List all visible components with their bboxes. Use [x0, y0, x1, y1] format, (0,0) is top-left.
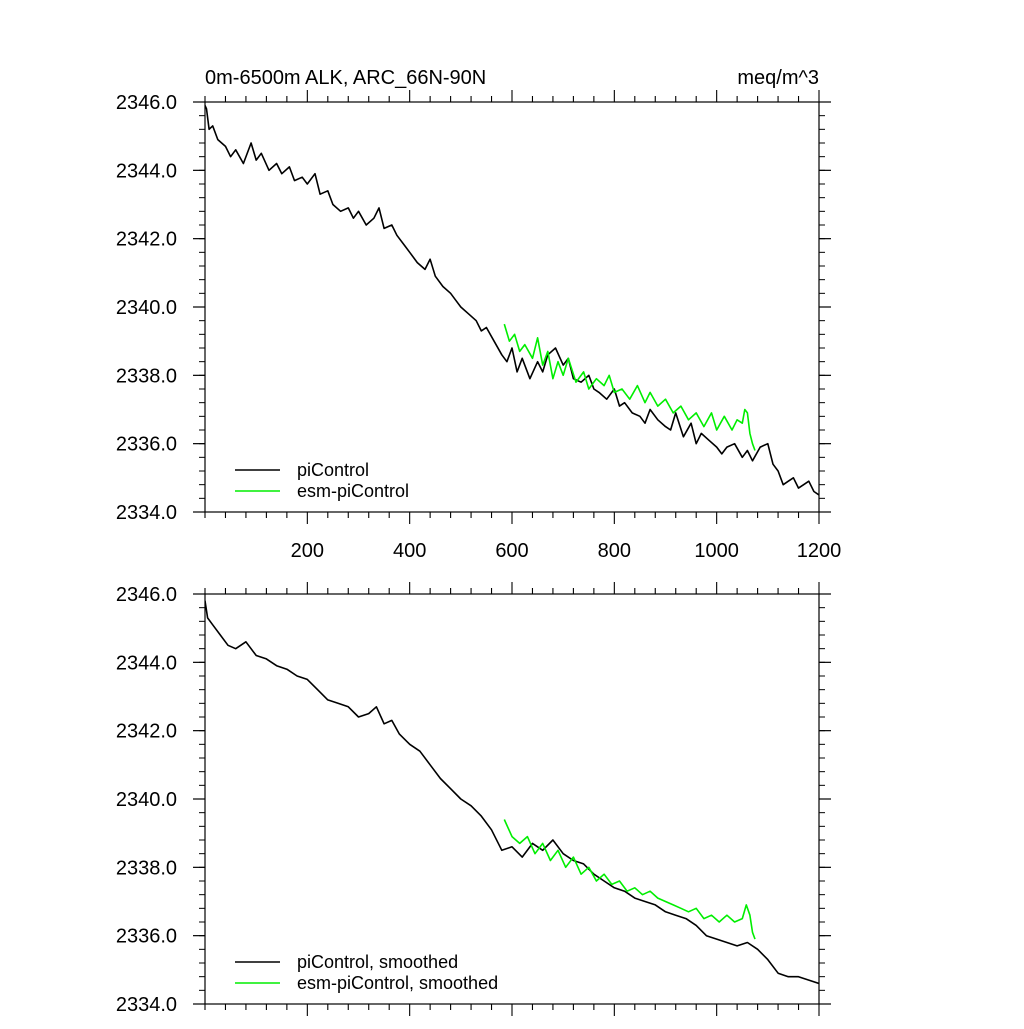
legend-label: esm-piControl	[297, 481, 409, 501]
plot-frame	[204, 101, 820, 513]
y-tick-label: 2340.0	[116, 297, 177, 319]
y-tick-label: 2336.0	[116, 926, 177, 948]
x-tick-label: 1200	[797, 540, 842, 562]
y-tick-label: 2342.0	[116, 229, 177, 251]
y-tick-label: 2346.0	[116, 584, 177, 606]
legend-label: piControl	[297, 460, 369, 480]
x-tick-label: 800	[598, 540, 631, 562]
legend-label: esm-piControl, smoothed	[297, 973, 498, 993]
x-tick-label: 400	[393, 540, 426, 562]
chart-units: meq/m^3	[737, 67, 819, 89]
y-tick-label: 2344.0	[116, 160, 177, 182]
x-tick-label: 200	[291, 540, 324, 562]
x-tick-label: 600	[495, 540, 528, 562]
y-tick-label: 2338.0	[116, 365, 177, 387]
series-line-esm-picontrol-smoothed	[503, 819, 756, 940]
series-line-picontrol	[205, 105, 819, 496]
y-tick-label: 2338.0	[116, 857, 177, 879]
bottom-panel: 2334.0 2336.0 2338.0 2340.0 2342.0 2344.0 2346…	[116, 582, 831, 1016]
y-tick-label: 2334.0	[116, 994, 177, 1016]
y-tick-label: 2340.0	[116, 789, 177, 811]
y-tick-label: 2342.0	[116, 721, 177, 743]
legend-label: piControl, smoothed	[297, 952, 458, 972]
chart-title: 0m-6500m ALK, ARC_66N-90N	[205, 67, 486, 89]
y-tick-label: 2346.0	[116, 92, 177, 114]
x-tick-label: 1000	[694, 540, 739, 562]
top-panel: 0m-6500m ALK, ARC_66N-90N meq/m^3 2334.0 23…	[116, 67, 841, 562]
series-line-esm-picontrol	[503, 323, 756, 451]
y-tick-label: 2336.0	[116, 434, 177, 456]
series-line-picontrol-smoothed	[205, 600, 819, 985]
y-tick-label: 2344.0	[116, 652, 177, 674]
y-tick-label: 2334.0	[116, 502, 177, 524]
